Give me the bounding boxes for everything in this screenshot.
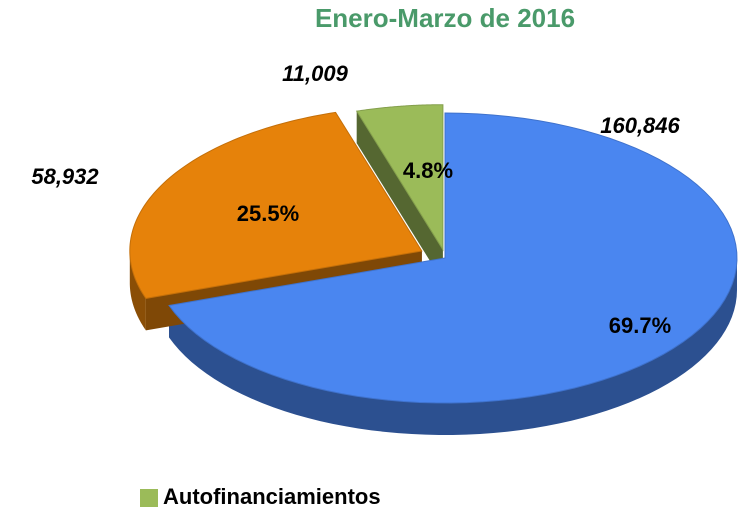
percent-label: 69.7% — [609, 313, 671, 338]
legend-label: Autofinanciamientos — [163, 484, 381, 509]
legend-swatch — [140, 489, 158, 507]
value-label: 160,846 — [600, 113, 680, 138]
slice — [168, 112, 738, 404]
slice-edge — [356, 111, 443, 282]
slice-side — [169, 258, 737, 435]
percent-label: 25.5% — [237, 201, 299, 226]
slice — [129, 111, 423, 299]
chart-title: Enero-Marzo de 2016 — [315, 3, 575, 33]
slice-side — [129, 250, 146, 331]
slice — [355, 104, 444, 252]
value-label: 11,009 — [282, 61, 348, 86]
percent-label: 4.8% — [403, 158, 453, 183]
value-label: 58,932 — [31, 164, 99, 189]
